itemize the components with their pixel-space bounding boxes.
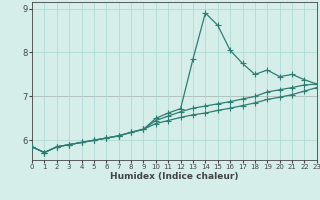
X-axis label: Humidex (Indice chaleur): Humidex (Indice chaleur): [110, 172, 239, 181]
